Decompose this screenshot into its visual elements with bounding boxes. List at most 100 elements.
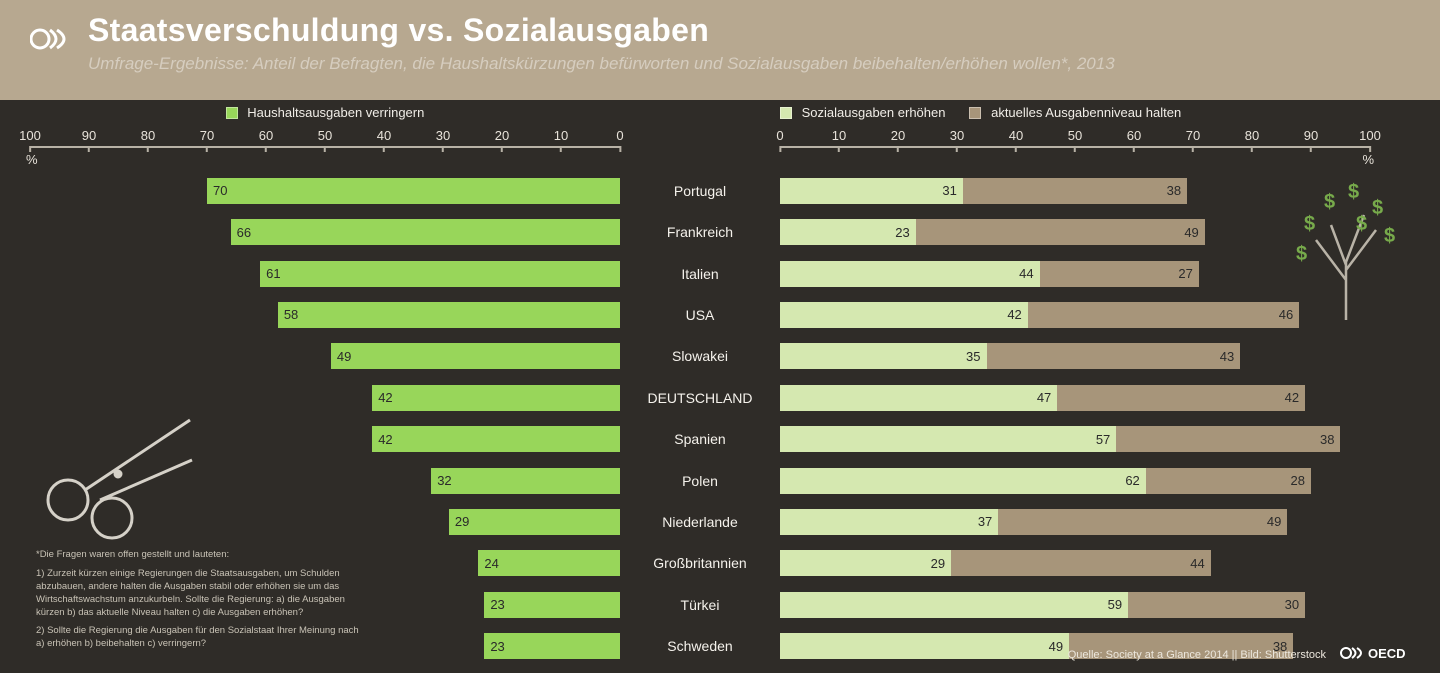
- axis-tick: 20: [495, 128, 509, 143]
- axis-tick: 10: [832, 128, 846, 143]
- country-label: Schweden: [620, 638, 780, 654]
- swatch-increase-icon: [780, 107, 792, 119]
- left-bar-cell: 58: [30, 302, 620, 328]
- legend-item-maintain: aktuelles Ausgabenniveau halten: [969, 105, 1181, 120]
- axis-tick: 60: [259, 128, 273, 143]
- footnote-q2: 2) Sollte die Regierung die Ausgaben für…: [36, 625, 366, 651]
- axis-tick: 70: [200, 128, 214, 143]
- country-label: Polen: [620, 473, 780, 489]
- axis-tick: 20: [891, 128, 905, 143]
- legend-gap: [620, 100, 780, 124]
- right-bar-cell: 4427: [780, 261, 1370, 287]
- footnote-intro: *Die Fragen waren offen gestellt und lau…: [36, 549, 366, 562]
- axis-tick: 50: [1068, 128, 1082, 143]
- bar-maintain: 49: [998, 509, 1287, 535]
- header-bar: Staatsverschuldung vs. Sozialausgaben Um…: [0, 0, 1440, 100]
- chart-row: 70Portugal3138: [30, 174, 1410, 208]
- right-bar-cell: 3138: [780, 178, 1370, 204]
- bar-maintain: 42: [1057, 385, 1305, 411]
- right-bar-cell: 4246: [780, 302, 1370, 328]
- axes-row: % 1009080706050403020100 % 0102030405060…: [30, 128, 1410, 164]
- bar-increase: 37: [780, 509, 998, 535]
- chart-row: 29Niederlande3749: [30, 505, 1410, 539]
- bar-maintain: 28: [1146, 468, 1311, 494]
- bar-increase: 29: [780, 550, 951, 576]
- bar-increase: 35: [780, 343, 987, 369]
- axis-tick: 10: [554, 128, 568, 143]
- axis-tick: 40: [377, 128, 391, 143]
- axis-tick: 40: [1009, 128, 1023, 143]
- bar-maintain: 49: [916, 219, 1205, 245]
- legend-row: Haushaltsausgaben verringern Sozialausga…: [30, 100, 1410, 124]
- svg-text:OECD: OECD: [1368, 646, 1406, 661]
- chart-row: 58USA4246: [30, 298, 1410, 332]
- bar-reduce: 70: [207, 178, 620, 204]
- bar-increase: 44: [780, 261, 1040, 287]
- bar-reduce: 58: [278, 302, 620, 328]
- right-bar-cell: 4742: [780, 385, 1370, 411]
- chart-row: 32Polen6228: [30, 464, 1410, 498]
- chart-row: 61Italien4427: [30, 257, 1410, 291]
- chart-row: 66Frankreich2349: [30, 215, 1410, 249]
- bar-reduce: 23: [484, 592, 620, 618]
- swatch-reduce-icon: [226, 107, 238, 119]
- left-bar-cell: 42: [30, 426, 620, 452]
- axis-right: % 0102030405060708090100: [780, 128, 1370, 164]
- right-bar-cell: 2349: [780, 219, 1370, 245]
- bar-maintain: 30: [1128, 592, 1305, 618]
- bar-reduce: 42: [372, 385, 620, 411]
- source-text: Quelle: Society at a Glance 2014 || Bild…: [1068, 649, 1326, 661]
- country-label: Spanien: [620, 431, 780, 447]
- left-bar-cell: 42: [30, 385, 620, 411]
- country-label: USA: [620, 307, 780, 323]
- oecd-logo-icon: [30, 18, 72, 60]
- bar-maintain: 27: [1040, 261, 1199, 287]
- bar-reduce: 49: [331, 343, 620, 369]
- axis-tick: 70: [1186, 128, 1200, 143]
- right-bar-cell: 6228: [780, 468, 1370, 494]
- legend-label-increase: Sozialausgaben erhöhen: [802, 105, 946, 120]
- axis-tick: 100: [19, 128, 41, 143]
- swatch-maintain-icon: [969, 107, 981, 119]
- axis-tick: 90: [1304, 128, 1318, 143]
- left-bar-cell: 70: [30, 178, 620, 204]
- bar-reduce: 32: [431, 468, 620, 494]
- axis-tick: 80: [1245, 128, 1259, 143]
- bar-reduce: 23: [484, 633, 620, 659]
- bar-reduce: 42: [372, 426, 620, 452]
- axis-tick: 100: [1359, 128, 1381, 143]
- page-title: Staatsverschuldung vs. Sozialausgaben: [88, 12, 1410, 49]
- chart-row: 42Spanien5738: [30, 422, 1410, 456]
- legend-label-reduce: Haushaltsausgaben verringern: [247, 105, 424, 120]
- bar-increase: 62: [780, 468, 1146, 494]
- axis-tick: 50: [318, 128, 332, 143]
- legend-label-maintain: aktuelles Ausgabenniveau halten: [991, 105, 1181, 120]
- right-bar-cell: 3543: [780, 343, 1370, 369]
- bar-reduce: 29: [449, 509, 620, 535]
- country-label: Großbritannien: [620, 555, 780, 571]
- left-bar-cell: 49: [30, 343, 620, 369]
- axis-tick: 80: [141, 128, 155, 143]
- bar-increase: 57: [780, 426, 1116, 452]
- bar-maintain: 38: [1116, 426, 1340, 452]
- bar-reduce: 24: [478, 550, 620, 576]
- left-bar-cell: 66: [30, 219, 620, 245]
- axis-left: % 1009080706050403020100: [30, 128, 620, 164]
- oecd-wordmark-icon: OECD: [1340, 644, 1410, 665]
- legend-item-reduce: Haushaltsausgaben verringern: [226, 105, 425, 120]
- footnotes: *Die Fragen waren offen gestellt und lau…: [36, 549, 366, 657]
- right-bar-cell: 5738: [780, 426, 1370, 452]
- axis-tick: 30: [436, 128, 450, 143]
- country-label: Slowakei: [620, 348, 780, 364]
- country-label: Frankreich: [620, 224, 780, 240]
- axis-tick: 0: [616, 128, 623, 143]
- bar-increase: 47: [780, 385, 1057, 411]
- bar-maintain: 44: [951, 550, 1211, 576]
- page-subtitle: Umfrage-Ergebnisse: Anteil der Befragten…: [88, 53, 1410, 75]
- left-bar-cell: 29: [30, 509, 620, 535]
- right-bar-cell: 5930: [780, 592, 1370, 618]
- bar-increase: 49: [780, 633, 1069, 659]
- chart-area: Haushaltsausgaben verringern Sozialausga…: [0, 100, 1440, 673]
- bar-increase: 59: [780, 592, 1128, 618]
- bar-maintain: 46: [1028, 302, 1299, 328]
